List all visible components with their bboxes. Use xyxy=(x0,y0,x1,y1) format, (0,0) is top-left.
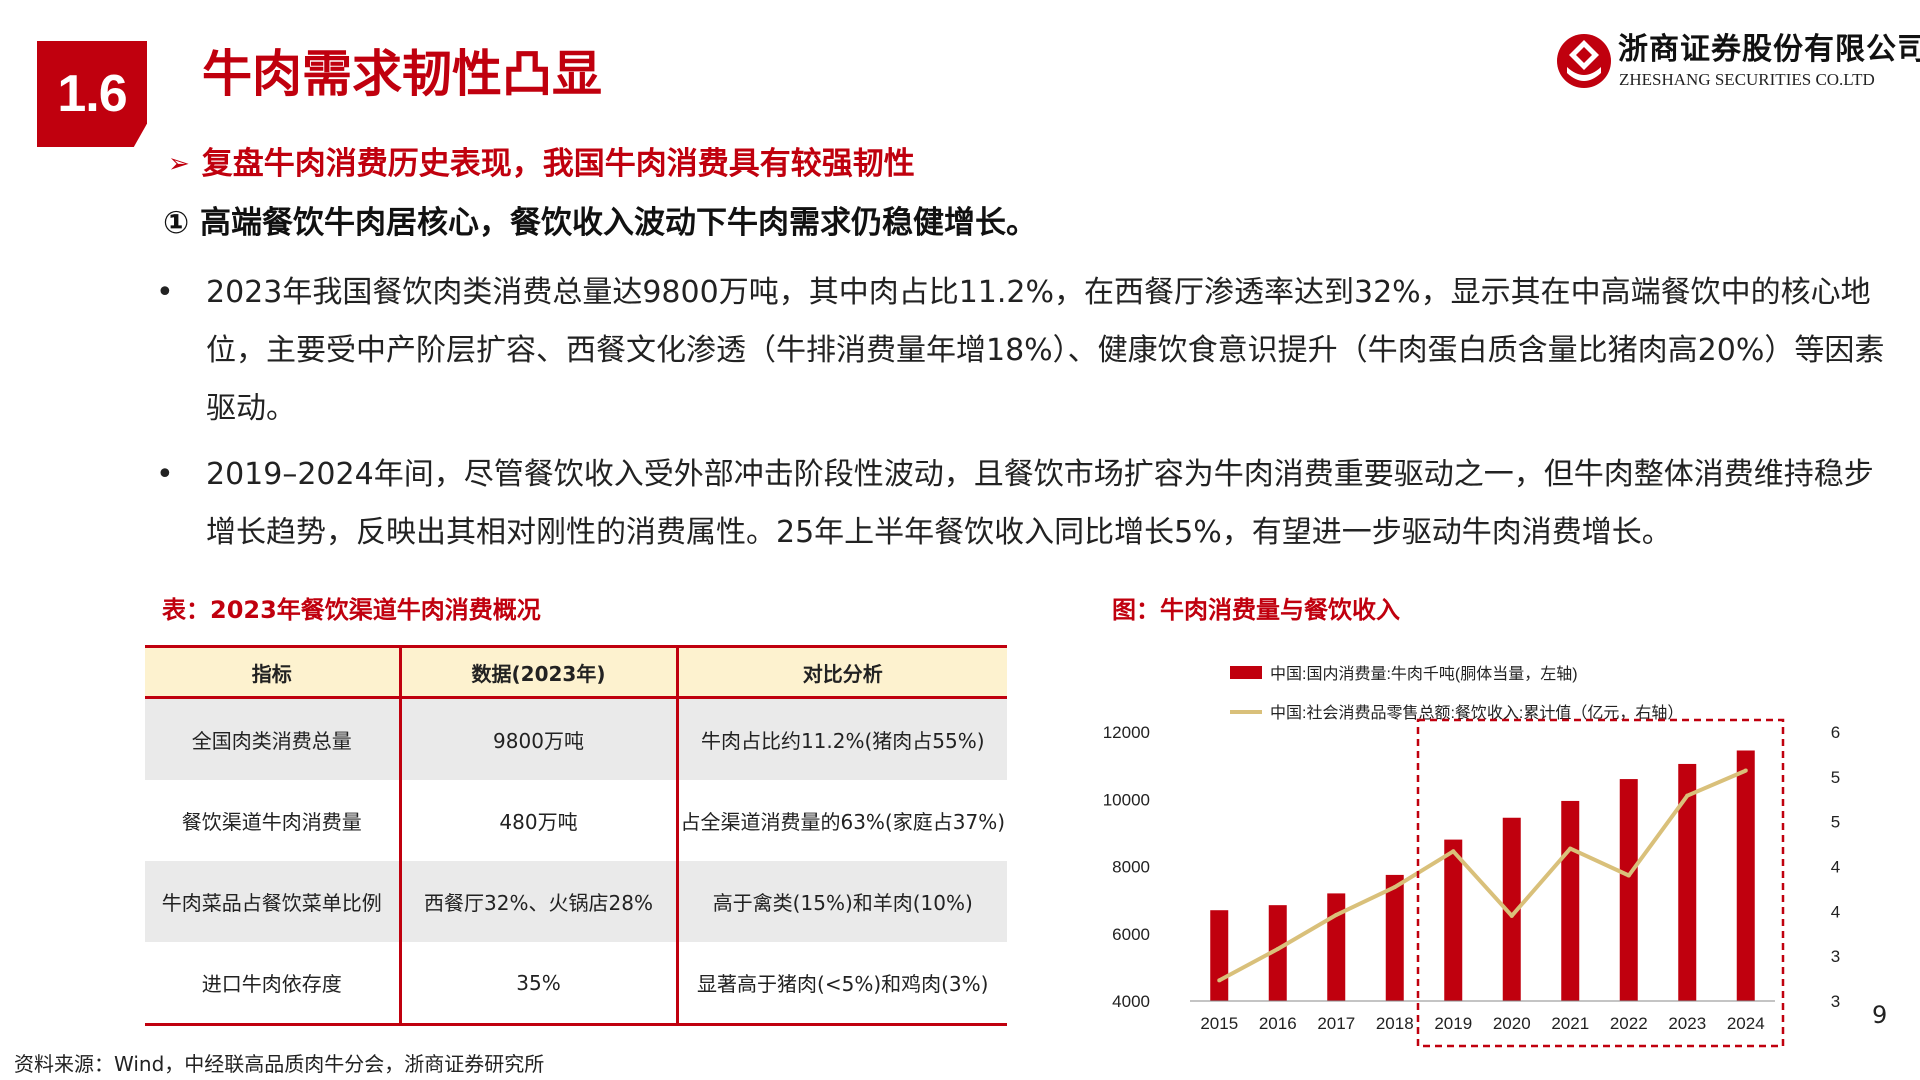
bar-2023 xyxy=(1678,763,1697,1001)
x-tick-label: 2020 xyxy=(1493,1014,1531,1033)
x-tick-label: 2017 xyxy=(1317,1014,1355,1033)
bar-2017 xyxy=(1327,893,1346,1001)
legend-bar-swatch xyxy=(1230,666,1262,679)
table-header-cell: 对比分析 xyxy=(675,645,1007,699)
table-caption: 表：2023年餐饮渠道牛肉消费概况 xyxy=(162,596,541,624)
y-right-tick-label: 35000 xyxy=(1831,947,1840,966)
table-header-cell: 数据(2023年) xyxy=(398,645,677,699)
highlight-range-box xyxy=(1416,718,1785,1048)
table-cell: 全国肉类消费总量 xyxy=(145,697,400,780)
bullet-dot-icon: • xyxy=(156,275,174,310)
x-tick-label: 2016 xyxy=(1259,1014,1297,1033)
table-cell: 35% xyxy=(398,942,677,1026)
bar-2018 xyxy=(1385,874,1404,1001)
x-tick-label: 2015 xyxy=(1200,1014,1238,1033)
table-cell: 牛肉菜品占餐饮菜单比例 xyxy=(145,861,400,942)
y-right-tick-label: 30000 xyxy=(1831,992,1840,1011)
x-tick-label: 2024 xyxy=(1727,1014,1765,1033)
table-cell: 进口牛肉依存度 xyxy=(145,942,400,1026)
beef-consumption-chart: 中国:国内消费量:牛肉千吨(胴体当量，左轴) 中国:社会消费品零售总额:餐饮收入:… xyxy=(1103,665,1840,1048)
bar-2021 xyxy=(1561,800,1580,1001)
line-point-2021 xyxy=(1568,846,1573,851)
table-row: 牛肉菜品占餐饮菜单比例 西餐厅32%、火锅店28% 高于禽类(15%)和羊肉(1… xyxy=(145,861,1007,942)
bar-2024 xyxy=(1736,750,1755,1001)
data-table: 指标 数据(2023年) 对比分析 全国肉类消费总量 9800万吨 牛肉占比约1… xyxy=(145,645,1007,1026)
bar-2019 xyxy=(1444,839,1463,1001)
y-left-tick-label: 4000 xyxy=(1112,992,1150,1011)
brand-name-cn: 浙商证券股份有限公司 xyxy=(1618,32,1920,67)
page-title: 牛肉需求韧性凸显 xyxy=(202,45,602,103)
table-row: 进口牛肉依存度 35% 显著高于猪肉(<5%)和鸡肉(3%) xyxy=(145,942,1007,1026)
y-left-tick-label: 8000 xyxy=(1112,858,1150,877)
table-header-cell: 指标 xyxy=(145,645,400,699)
bar-2022 xyxy=(1619,779,1638,1001)
table-row: 餐饮渠道牛肉消费量 480万吨 占全渠道消费量的63%(家庭占37%) xyxy=(145,780,1007,861)
y-right-tick-label: 55000 xyxy=(1831,768,1840,787)
source-note: 资料来源：Wind，中经联高品质肉牛分会，浙商证券研究所 xyxy=(14,1052,545,1076)
bullet-heading: ➢ 复盘牛肉消费历史表现，我国牛肉消费具有较强韧性 xyxy=(168,144,915,184)
line-series-dining-revenue xyxy=(1218,768,1747,983)
line-point-2017 xyxy=(1334,912,1339,917)
y-right-tick-label: 50000 xyxy=(1831,813,1840,832)
legend-line-label: 中国:社会消费品零售总额:餐饮收入:累计值（亿元，右轴） xyxy=(1270,704,1683,722)
y-right-tick-label: 40000 xyxy=(1831,902,1840,921)
table-cell: 牛肉占比约11.2%(猪肉占55%) xyxy=(675,697,1007,780)
legend-bar-label: 中国:国内消费量:牛肉千吨(胴体当量，左轴) xyxy=(1270,665,1578,683)
y-left-tick-label: 12000 xyxy=(1103,723,1150,742)
sub-heading: ① 高端餐饮牛肉居核心，餐饮收入波动下牛肉需求仍稳健增长。 xyxy=(163,205,1038,241)
table-cell: 9800万吨 xyxy=(398,697,677,780)
section-number-badge: 1.6 xyxy=(37,41,147,147)
table-cell: 餐饮渠道牛肉消费量 xyxy=(181,810,362,834)
brand-name-en: ZHESHANG SECURITIES CO.LTD xyxy=(1619,70,1875,89)
x-tick-label: 2023 xyxy=(1668,1014,1706,1033)
bullet-heading-text: 复盘牛肉消费历史表现，我国牛肉消费具有较强韧性 xyxy=(201,146,915,182)
brand-logo-icon xyxy=(1557,34,1611,88)
line-point-2023 xyxy=(1685,793,1690,798)
page-number: 9 xyxy=(1872,1001,1888,1029)
table-cell: 西餐厅32%、火锅店28% xyxy=(398,861,677,942)
table-cell: 占全渠道消费量的63%(家庭占37%) xyxy=(675,780,1007,861)
bullet-dot-icon: • xyxy=(156,457,174,492)
x-tick-label: 2019 xyxy=(1434,1014,1472,1033)
paragraph-2-text: 2019–2024年间，尽管餐饮收入受外部冲击阶段性波动，且餐饮市场扩容为牛肉消… xyxy=(206,457,1874,550)
table-header-row: 指标 数据(2023年) 对比分析 xyxy=(145,645,1007,699)
paragraph-2: • 2019–2024年间，尽管餐饮收入受外部冲击阶段性波动，且餐饮市场扩容为牛… xyxy=(156,446,1892,562)
line-point-2018 xyxy=(1392,885,1397,890)
table-cell: 高于禽类(15%)和羊肉(10%) xyxy=(675,861,1007,942)
x-tick-label: 2018 xyxy=(1376,1014,1414,1033)
y-right-tick-label: 60000 xyxy=(1831,723,1840,742)
table-cell: 显著高于猪肉(<5%)和鸡肉(3%) xyxy=(675,942,1007,1026)
line-point-2019 xyxy=(1451,849,1456,854)
line-point-2020 xyxy=(1509,913,1514,918)
x-tick-label: 2022 xyxy=(1610,1014,1648,1033)
bar-2020 xyxy=(1502,817,1521,1001)
y-left-tick-label: 10000 xyxy=(1103,790,1150,809)
bar-2016 xyxy=(1268,905,1287,1001)
paragraph-1-text: 2023年我国餐饮肉类消费总量达9800万吨，其中肉占比11.2%，在西餐厅渗透… xyxy=(206,275,1885,426)
y-right-tick-label: 45000 xyxy=(1831,858,1840,877)
bar-2015 xyxy=(1210,910,1229,1001)
arrow-bullet-icon: ➢ xyxy=(168,149,190,179)
line-point-2015 xyxy=(1217,978,1222,983)
line-point-2022 xyxy=(1626,873,1631,878)
line-point-2016 xyxy=(1275,946,1280,951)
paragraph-1: • 2023年我国餐饮肉类消费总量达9800万吨，其中肉占比11.2%，在西餐厅… xyxy=(156,264,1892,438)
y-left-tick-label: 6000 xyxy=(1112,925,1150,944)
chart-caption: 图：牛肉消费量与餐饮收入 xyxy=(1112,596,1400,624)
table-row: 全国肉类消费总量 9800万吨 牛肉占比约11.2%(猪肉占55%) xyxy=(145,697,1007,780)
table-cell: 480万吨 xyxy=(398,780,677,861)
line-point-2024 xyxy=(1743,768,1748,773)
x-tick-label: 2021 xyxy=(1551,1014,1589,1033)
